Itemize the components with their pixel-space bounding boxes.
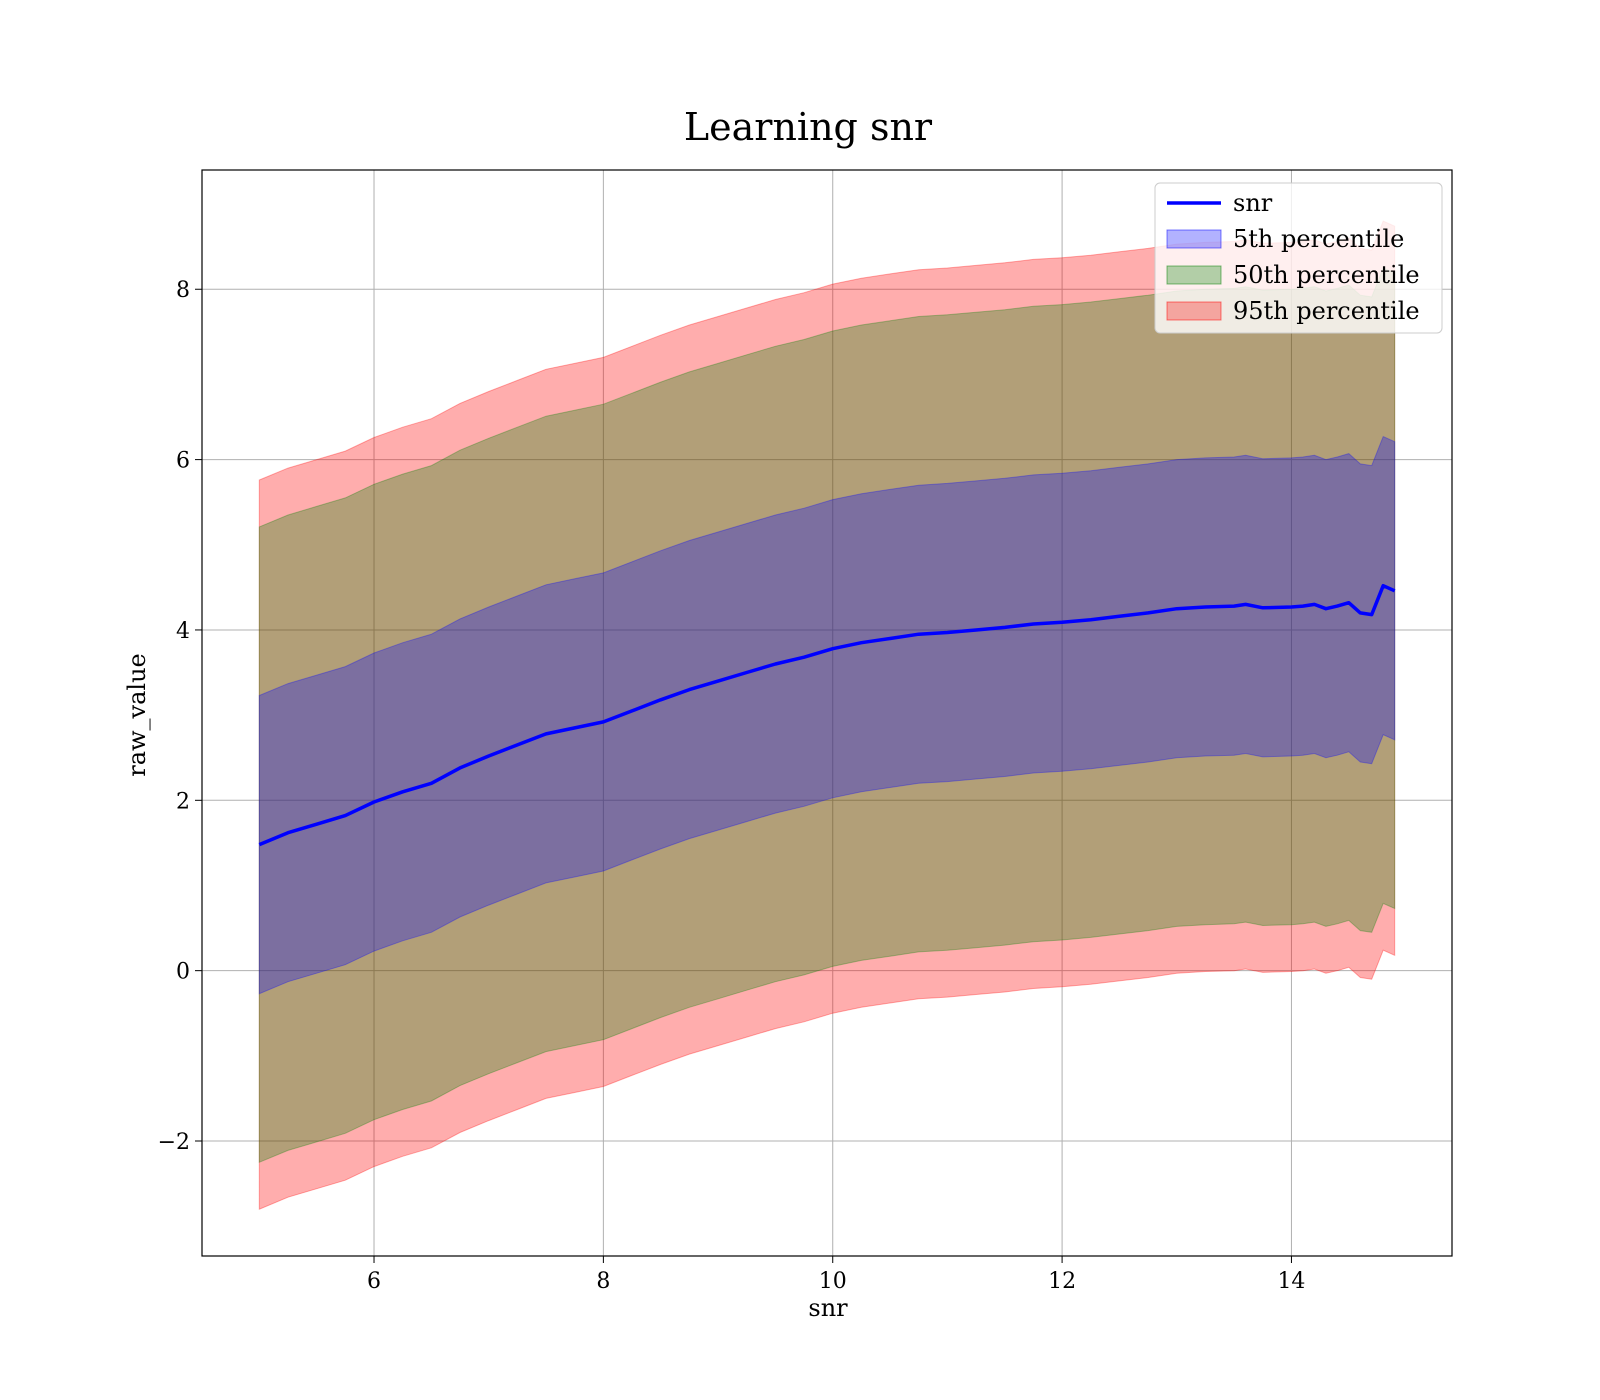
y-tick-label-4: 6 [176,449,190,474]
plot-area: 6 8 10 12 14 −2 0 2 4 6 8 snr 5th percentile 50th per… [158,169,1453,1294]
x-tick-label-2: 10 [819,1269,847,1294]
y-tick-label-1: 0 [176,960,190,985]
legend: snr 5th percentile 50th percentile 95th per… [1154,182,1443,334]
legend-label-1: 5th percentile [1233,225,1404,253]
y-axis-label: raw_value [123,653,151,777]
legend-label-2: 50th percentile [1233,261,1420,289]
y-tick-label-2: 2 [176,789,190,814]
legend-swatch-2 [1166,265,1222,285]
x-tick-label-0: 6 [367,1269,381,1294]
legend-box [1154,182,1443,334]
x-tick-label-1: 8 [596,1269,610,1294]
x-tick-label-4: 14 [1277,1269,1305,1294]
y-tick-label-0: −2 [158,1130,190,1155]
legend-swatch-1 [1166,229,1222,249]
band-5th-percentile [258,435,1396,995]
legend-swatch-3 [1166,301,1222,321]
band-95th-percentile [258,220,1396,1210]
axes-frame [201,169,1453,1257]
x-tick-label-3: 12 [1048,1269,1076,1294]
legend-label-3: 95th percentile [1233,297,1420,325]
x-axis-label: snr [808,1294,848,1322]
band-50th-percentile [258,267,1396,1164]
series-line-snr [258,583,1396,847]
chart-title: Learning snr [684,105,933,149]
y-tick-label-5: 8 [176,278,190,303]
y-tick-label-3: 4 [176,619,190,644]
legend-label-0: snr [1233,189,1273,217]
